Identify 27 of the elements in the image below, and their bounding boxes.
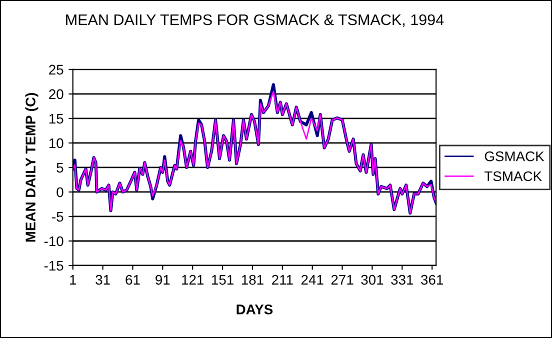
x-tick-label: 361: [421, 274, 443, 285]
y-tick-label: 0: [56, 187, 64, 198]
x-tick-label: 181: [242, 274, 264, 285]
y-axis-title: MEAN DAILY TEMP (C): [25, 93, 38, 242]
x-tick-label: 331: [391, 274, 414, 285]
x-axis-title: DAYS: [236, 304, 273, 314]
y-tick-label: 10: [49, 138, 64, 148]
x-tick-label: 61: [126, 274, 140, 285]
y-tick-label: -15: [44, 260, 64, 271]
x-tick-label: 151: [212, 275, 234, 285]
x-tick-label: 301: [361, 274, 384, 285]
y-tick-label: 5: [56, 162, 64, 173]
legend-label: GSMACK: [484, 151, 544, 162]
y-tick-label: 25: [49, 64, 64, 75]
y-tick-label: 20: [49, 89, 64, 100]
y-tick-label: -10: [44, 236, 64, 246]
x-tick-label: 31: [96, 274, 110, 285]
y-tick-label: 15: [49, 114, 64, 124]
x-tick-label: 1: [70, 275, 76, 285]
x-tick-label: 241: [301, 274, 324, 285]
y-tick-label: -5: [52, 212, 64, 222]
legend-label: TSMACK: [484, 171, 542, 182]
chart-title: MEAN DAILY TEMPS FOR GSMACK & TSMACK, 1994: [66, 14, 444, 27]
x-tick-label: 91: [156, 274, 170, 285]
x-tick-label: 211: [272, 274, 293, 285]
x-tick-label: 271: [331, 274, 354, 285]
x-tick-label: 121: [182, 274, 204, 285]
